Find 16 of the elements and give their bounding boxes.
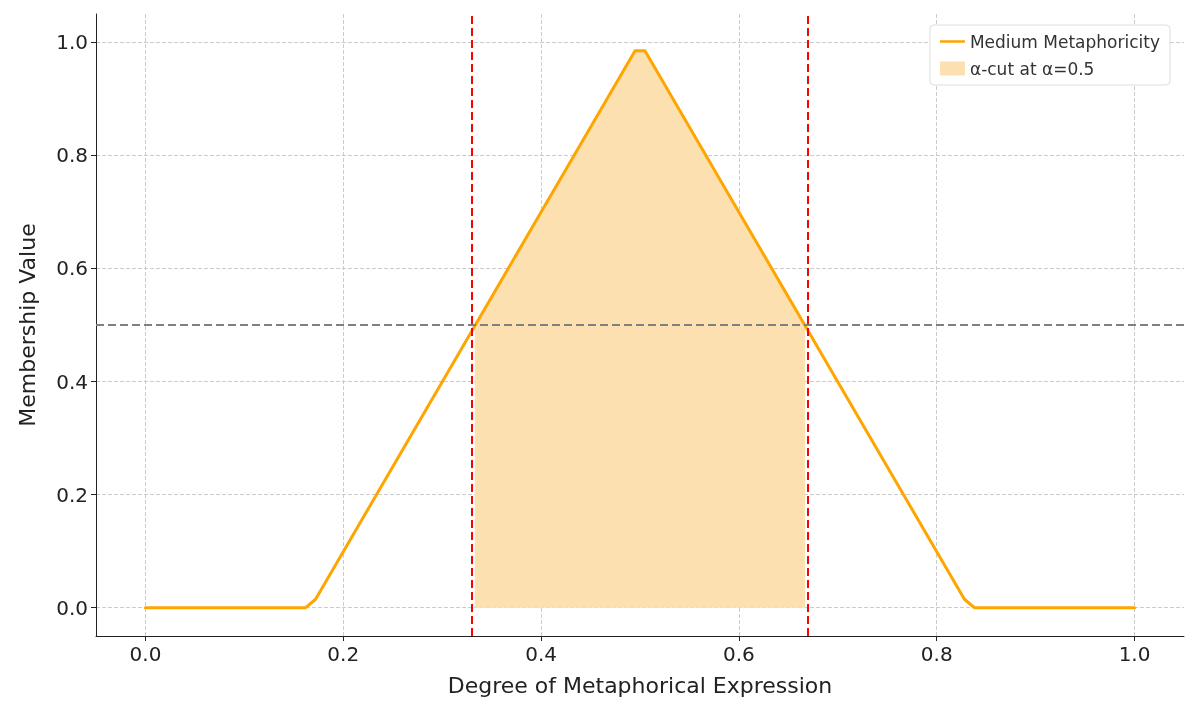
y-tick-label: 0.8 bbox=[56, 143, 88, 168]
x-tick-label: 0.8 bbox=[920, 642, 953, 666]
legend-label: α-cut at α=0.5 bbox=[969, 58, 1095, 79]
y-tick-label: 0.4 bbox=[56, 369, 88, 394]
x-tick-label: 0.6 bbox=[723, 642, 755, 666]
y-tick-label: 0.2 bbox=[56, 482, 88, 507]
x-axis-title: Degree of Metaphorical Expression bbox=[447, 672, 833, 698]
x-tick-label: 0.0 bbox=[129, 642, 162, 666]
y-axis-title: Membership Value bbox=[14, 223, 40, 427]
x-tick-label: 1.0 bbox=[1118, 642, 1151, 666]
y-tick-label: 1.0 bbox=[56, 30, 88, 55]
x-tick-label: 0.4 bbox=[525, 642, 557, 666]
y-tick-label: 0.0 bbox=[56, 595, 88, 620]
y-tick-label: 0.6 bbox=[56, 256, 88, 281]
x-tick-label: 0.2 bbox=[327, 642, 360, 666]
legend-label: Medium Metaphoricity bbox=[969, 31, 1161, 52]
